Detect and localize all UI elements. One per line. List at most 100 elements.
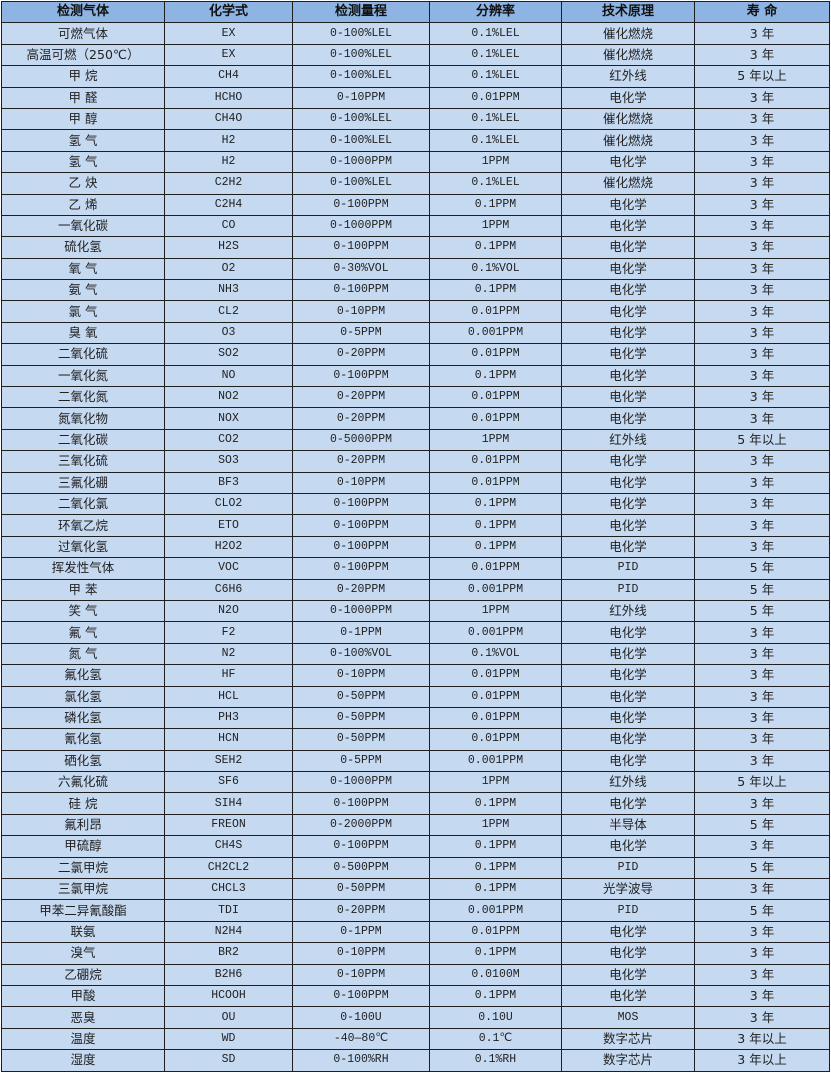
cell-range: 0-50PPM [292,685,430,708]
cell-lifespan: 3 年 [694,984,830,1008]
cell-resolution: 0.1PPM [429,942,562,965]
cell-range: 0-20PPM [292,386,430,409]
cell-range: 0-2000PPM [292,813,430,837]
cell-lifespan: 3 年 [694,835,830,858]
table-row: 环氧乙烷 ETO 0-100PPM 0.1PPM 电化学 3 年 [1,514,830,537]
cell-gas: 溴气 [1,942,165,965]
cell-principle: 电化学 [561,193,695,216]
cell-formula: EX [164,43,293,67]
table-row: 氰化氢 HCN 0-50PPM 0.01PPM 电化学 3 年 [1,728,830,751]
cell-formula: SEH2 [164,749,293,773]
cell-range: 0-100%LEL [292,22,430,45]
cell-formula: N2 [164,642,293,666]
cell-principle: 红外线 [561,599,695,623]
table-row: 溴气 BR2 0-10PPM 0.1PPM 电化学 3 年 [1,942,830,965]
cell-formula: HCOOH [164,984,293,1008]
cell-resolution: 0.1%LEL [429,172,562,195]
cell-range: 0-100%LEL [292,107,430,131]
table-row: 乙 烯 C2H4 0-100PPM 0.1PPM 电化学 3 年 [1,193,830,216]
cell-principle: 光学波导 [561,878,695,901]
cell-gas: 六氟化硫 [1,771,165,794]
cell-range: 0-10PPM [292,86,430,109]
cell-lifespan: 3 年 [694,471,830,494]
cell-principle: 催化燃烧 [561,22,695,45]
cell-formula: H2 [164,129,293,152]
cell-lifespan: 5 年 [694,899,830,922]
cell-lifespan: 3 年 [694,193,830,216]
cell-gas: 磷化氢 [1,706,165,730]
cell-formula: NO2 [164,386,293,409]
cell-gas: 臭 氧 [1,321,165,345]
cell-lifespan: 3 年 [694,386,830,409]
cell-lifespan: 3 年 [694,321,830,345]
table-row: 三氯甲烷 CHCL3 0-50PPM 0.1PPM 光学波导 3 年 [1,878,830,901]
cell-range: -40—80℃ [292,1027,430,1051]
cell-lifespan: 3 年 [694,107,830,131]
cell-resolution: 0.01PPM [429,920,562,944]
cell-gas: 恶臭 [1,1006,165,1029]
cell-resolution: 0.01PPM [429,300,562,323]
cell-principle: PID [561,557,695,580]
cell-lifespan: 5 年 [694,578,830,601]
header-range: 检测量程 [292,0,430,24]
cell-principle: MOS [561,1006,695,1029]
cell-gas: 笑 气 [1,599,165,623]
cell-gas: 硅 烷 [1,792,165,815]
cell-formula: VOC [164,557,293,580]
cell-range: 0-1000PPM [292,150,430,174]
cell-formula: NOX [164,407,293,430]
cell-principle: 电化学 [561,706,695,730]
cell-formula: HCL [164,685,293,708]
cell-formula: HCHO [164,86,293,109]
cell-gas: 乙 炔 [1,172,165,195]
cell-resolution: 0.01PPM [429,685,562,708]
cell-principle: 电化学 [561,450,695,473]
cell-range: 0-100PPM [292,792,430,815]
cell-gas: 氢 气 [1,150,165,174]
cell-formula: BF3 [164,471,293,494]
cell-range: 0-100PPM [292,984,430,1008]
cell-principle: 电化学 [561,984,695,1008]
cell-range: 0-100PPM [292,835,430,858]
header-formula: 化学式 [164,0,293,24]
cell-lifespan: 3 年 [694,942,830,965]
cell-range: 0-5000PPM [292,428,430,452]
cell-resolution: 0.01PPM [429,343,562,366]
cell-principle: 催化燃烧 [561,43,695,67]
cell-principle: 半导体 [561,813,695,837]
cell-resolution: 0.1PPM [429,193,562,216]
table-row: 氢 气 H2 0-100%LEL 0.1%LEL 催化燃烧 3 年 [1,129,830,152]
table-row: 二氧化氯 CLO2 0-100PPM 0.1PPM 电化学 3 年 [1,492,830,516]
table-row: 湿度 SD 0-100%RH 0.1%RH 数字芯片 3 年以上 [1,1049,830,1072]
cell-principle: 电化学 [561,321,695,345]
cell-gas: 三氯甲烷 [1,878,165,901]
cell-formula: SIH4 [164,792,293,815]
cell-lifespan: 3 年 [694,963,830,986]
cell-principle: 电化学 [561,642,695,666]
cell-principle: 数字芯片 [561,1049,695,1072]
cell-range: 0-30%VOL [292,257,430,281]
table-row: 硫化氢 H2S 0-100PPM 0.1PPM 电化学 3 年 [1,236,830,259]
cell-range: 0-100%VOL [292,642,430,666]
cell-gas: 氢 气 [1,129,165,152]
cell-gas: 高温可燃（250℃） [1,43,165,67]
cell-principle: 电化学 [561,835,695,858]
cell-lifespan: 3 年 [694,172,830,195]
cell-principle: 电化学 [561,728,695,751]
cell-resolution: 0.1PPM [429,856,562,880]
cell-principle: 电化学 [561,942,695,965]
cell-range: 0-100PPM [292,364,430,388]
table-row: 甲硫醇 CH4S 0-100PPM 0.1PPM 电化学 3 年 [1,835,830,858]
cell-resolution: 0.001PPM [429,321,562,345]
cell-gas: 氮氧化物 [1,407,165,430]
cell-principle: 红外线 [561,65,695,88]
cell-range: 0-100PPM [292,279,430,302]
cell-formula: OU [164,1006,293,1029]
cell-gas: 二氧化碳 [1,428,165,452]
cell-range: 0-100%LEL [292,65,430,88]
cell-lifespan: 3 年 [694,150,830,174]
cell-principle: 电化学 [561,664,695,687]
table-row: 过氧化氢 H2O2 0-100PPM 0.1PPM 电化学 3 年 [1,535,830,559]
cell-principle: 电化学 [561,749,695,773]
cell-formula: NO [164,364,293,388]
